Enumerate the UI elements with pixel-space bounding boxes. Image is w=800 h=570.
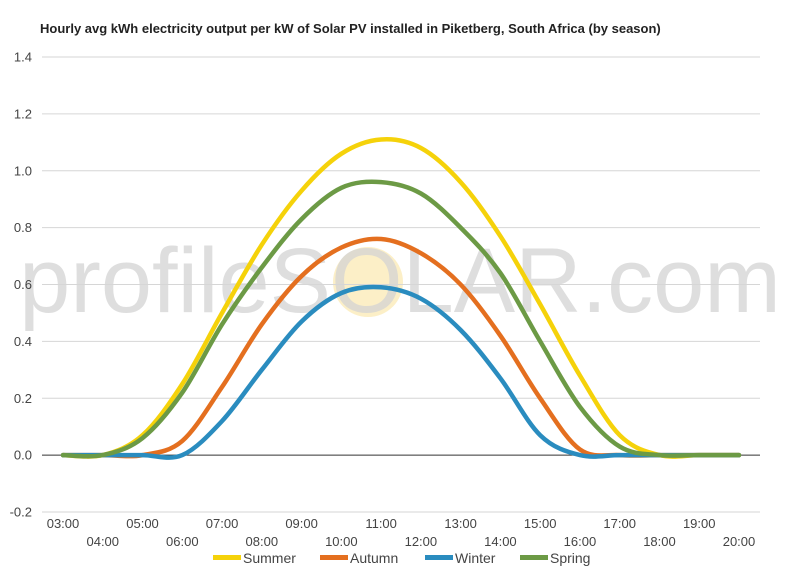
x-tick-label: 03:00 xyxy=(47,516,80,531)
series-line-summer xyxy=(60,137,742,459)
x-tick-label: 18:00 xyxy=(643,534,676,549)
x-tick-label: 12:00 xyxy=(405,534,438,549)
x-tick-label: 17:00 xyxy=(603,516,636,531)
x-tick-label: 14:00 xyxy=(484,534,517,549)
legend-label: Spring xyxy=(550,550,590,566)
y-tick-label: -0.2 xyxy=(10,505,32,520)
legend-item-spring[interactable]: Spring xyxy=(520,550,590,566)
y-tick-label: 1.0 xyxy=(14,163,32,178)
x-tick-label: 19:00 xyxy=(683,516,716,531)
y-tick-label: 1.4 xyxy=(14,50,32,65)
y-axis: -0.2 0.0 0.2 0.4 0.6 0.8 1.0 1.2 1.4 xyxy=(10,50,32,520)
x-tick-label: 08:00 xyxy=(246,534,279,549)
x-tick-label: 11:00 xyxy=(365,516,397,531)
y-tick-label: 0.6 xyxy=(14,277,32,292)
legend-label: Autumn xyxy=(350,550,398,566)
y-tick-label: 0.8 xyxy=(14,220,32,235)
legend-swatch xyxy=(520,555,548,560)
x-tick-label: 16:00 xyxy=(564,534,597,549)
legend[interactable]: Summer Autumn Winter Spring xyxy=(213,550,590,566)
x-tick-label: 20:00 xyxy=(723,534,756,549)
legend-swatch xyxy=(320,555,348,560)
y-tick-label: 1.2 xyxy=(14,106,32,121)
y-tick-label: 0.2 xyxy=(14,391,32,406)
x-tick-label: 15:00 xyxy=(524,516,557,531)
legend-swatch xyxy=(213,555,241,560)
legend-item-summer[interactable]: Summer xyxy=(213,550,296,566)
y-tick-label: 0.4 xyxy=(14,334,32,349)
x-tick-label: 05:00 xyxy=(126,516,159,531)
series-line-winter xyxy=(60,284,742,460)
legend-item-autumn[interactable]: Autumn xyxy=(320,550,398,566)
legend-item-winter[interactable]: Winter xyxy=(425,550,496,566)
x-tick-label: 06:00 xyxy=(166,534,199,549)
series-line-spring xyxy=(60,179,742,459)
plot-area xyxy=(60,137,742,460)
x-tick-label: 13:00 xyxy=(444,516,477,531)
watermark: profileSOLAR.com xyxy=(19,230,781,332)
x-tick-label: 10:00 xyxy=(325,534,358,549)
y-tick-label: 0.0 xyxy=(14,448,32,463)
chart-title: Hourly avg kWh electricity output per kW… xyxy=(40,21,661,36)
legend-label: Winter xyxy=(455,550,496,566)
x-tick-label: 07:00 xyxy=(206,516,239,531)
x-tick-label: 09:00 xyxy=(285,516,318,531)
legend-swatch xyxy=(425,555,453,560)
watermark-sun-icon xyxy=(333,247,403,317)
x-axis: 03:00 04:00 05:00 06:00 07:00 08:00 09:00 10:00… xyxy=(47,516,756,549)
legend-label: Summer xyxy=(243,550,296,566)
watermark-text: profileSOLAR.com xyxy=(19,230,781,332)
x-tick-label: 04:00 xyxy=(86,534,119,549)
grid xyxy=(42,56,760,513)
